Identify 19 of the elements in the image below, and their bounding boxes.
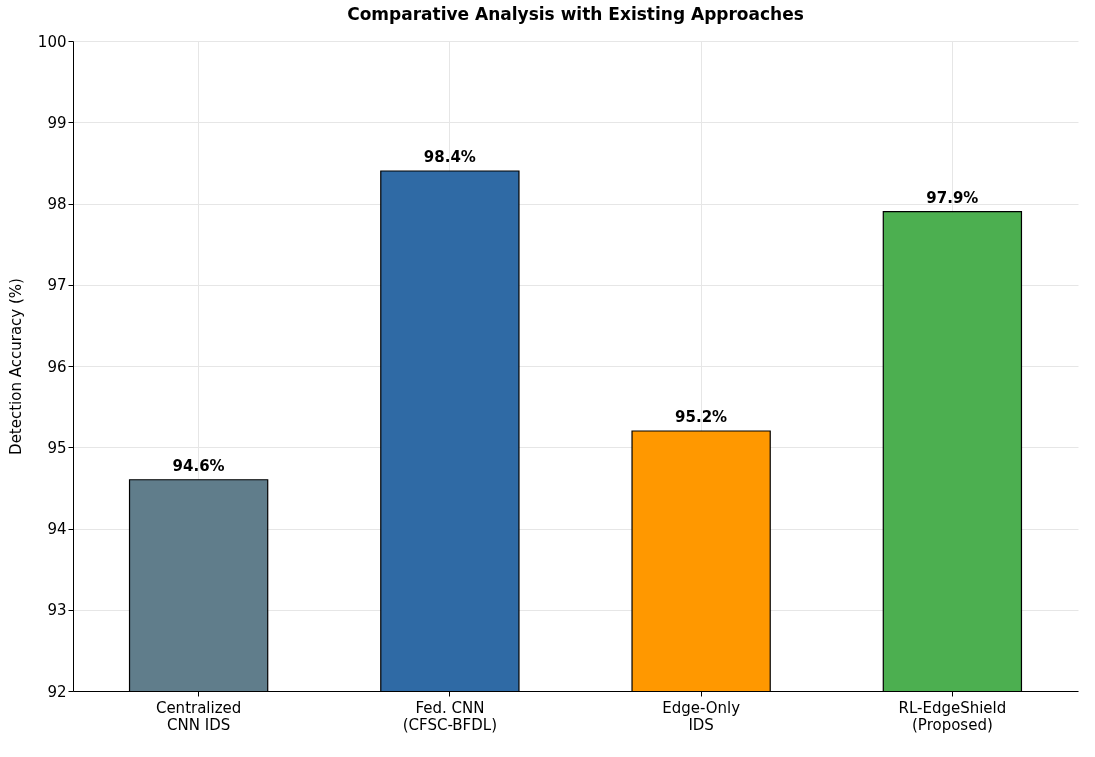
y-tick-label: 99 bbox=[47, 113, 67, 132]
data-label: 98.4% bbox=[423, 148, 476, 166]
chart-title: Comparative Analysis with Existing Approaches bbox=[347, 4, 804, 24]
data-label: 97.9% bbox=[926, 188, 979, 207]
y-tick-label: 92 bbox=[47, 682, 67, 701]
x-tick-label: Fed. CNN (CFSC-BFDL) bbox=[402, 698, 497, 734]
x-tick-label: RL-EdgeShield (Proposed) bbox=[898, 698, 1007, 734]
y-tick-label: 93 bbox=[47, 601, 67, 620]
data-label: 95.2% bbox=[675, 408, 728, 426]
y-tick-label: 94 bbox=[47, 520, 67, 538]
y-tick-label: 97 bbox=[47, 276, 67, 295]
y-tick-label: 96 bbox=[47, 357, 67, 376]
data-label: 94.6% bbox=[172, 456, 225, 475]
x-tick-label: Centralized CNN IDS bbox=[155, 698, 242, 734]
y-tick-label: 100 bbox=[37, 32, 67, 51]
y-axis-title: Detection Accuracy (%) bbox=[6, 278, 25, 455]
y-tick-label: 98 bbox=[47, 195, 67, 213]
y-tick-label: 95 bbox=[47, 438, 67, 457]
x-tick-label: Edge-Only IDS bbox=[662, 698, 741, 734]
